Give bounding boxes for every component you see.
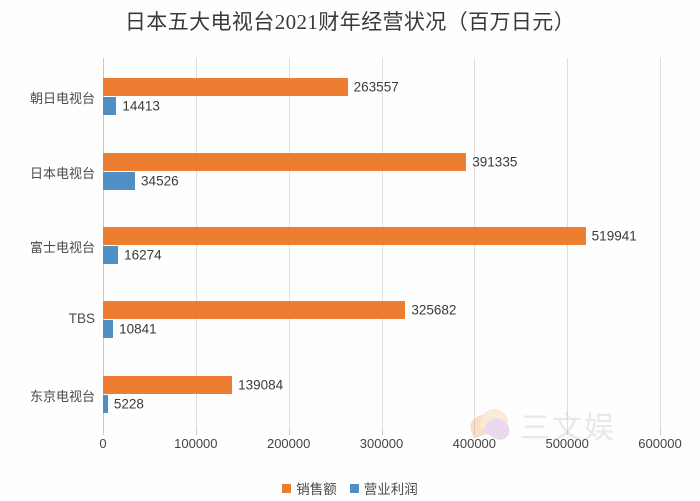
bar-value-label: 5228	[113, 396, 144, 412]
x-axis-tick-label: 200000	[266, 436, 311, 451]
y-axis-label: TBS	[68, 311, 95, 327]
x-axis-tick-mark	[567, 430, 569, 435]
bar-value-label: 139084	[238, 377, 284, 393]
x-axis-tick-mark	[660, 430, 661, 435]
bar-value-label: 391335	[472, 154, 518, 170]
x-axis-tick-mark	[195, 430, 197, 435]
bar-sales[interactable]	[103, 152, 467, 171]
y-axis-label: 富士电视台	[29, 240, 95, 255]
bar-value-label: 34526	[141, 173, 179, 189]
legend-label: 营业利润	[363, 482, 418, 497]
x-axis-tick-label: 600000	[638, 436, 682, 451]
bar-group: 139084 5228	[103, 375, 660, 414]
x-axis-tick-label: 300000	[359, 436, 404, 451]
x-axis-tick-mark	[103, 430, 104, 435]
bar-value-label: 14413	[122, 98, 160, 114]
bar-value-label: 263557	[353, 79, 399, 95]
bar-sales[interactable]	[103, 227, 586, 245]
x-axis-tick-label: 0	[99, 436, 107, 451]
legend-swatch-icon	[282, 483, 292, 493]
x-axis-tick-label: 100000	[174, 436, 218, 451]
bar-profit[interactable]	[103, 320, 114, 339]
x-axis-tick-label: 500000	[545, 436, 589, 451]
bar-group: 263557 14413	[103, 78, 660, 116]
y-axis-label: 东京电视台	[29, 388, 95, 404]
bar-profit[interactable]	[103, 97, 117, 116]
bar-value-label: 10841	[119, 321, 157, 337]
bar-value-label: 325682	[411, 302, 457, 318]
gridline	[660, 58, 661, 430]
bar-group: 325682 10841	[103, 301, 660, 339]
chart-legend[interactable]: 销售额 营业利润	[0, 478, 700, 498]
bar-sales[interactable]	[103, 301, 406, 320]
plot-area: 263557 14413 391335 34526 519941 16274 325682 1…	[103, 58, 661, 430]
x-axis-tick-mark	[381, 430, 383, 435]
y-axis-label: 朝日电视台	[29, 91, 95, 107]
bar-sales[interactable]	[103, 375, 233, 394]
bar-group: 391335 34526	[103, 152, 660, 191]
y-axis-label: 日本电视台	[29, 165, 95, 181]
legend-swatch-icon	[349, 483, 359, 493]
legend-item-profit[interactable]: 营业利润	[349, 478, 418, 498]
bar-profit[interactable]	[103, 246, 119, 264]
legend-item-sales[interactable]: 销售额	[282, 478, 337, 498]
bar-sales[interactable]	[103, 78, 348, 97]
x-axis-tick-mark	[288, 430, 290, 435]
bar-value-label: 16274	[124, 247, 162, 263]
bar-group: 519941 16274	[103, 227, 660, 265]
bar-value-label: 519941	[591, 228, 637, 244]
x-axis-tick-label: 400000	[452, 436, 497, 451]
legend-label: 销售额	[296, 482, 337, 497]
bar-profit[interactable]	[103, 171, 136, 190]
bar-profit[interactable]	[103, 394, 108, 413]
chart-title: 日本五大电视台2021财年经营状况（百万日元）	[124, 10, 576, 34]
x-axis-tick-mark	[474, 430, 476, 435]
